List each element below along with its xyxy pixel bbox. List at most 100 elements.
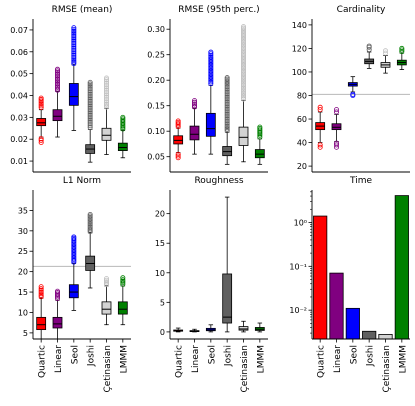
y-tick-label: 0.30 — [147, 25, 165, 34]
y-tick-label: 10⁰ — [294, 218, 307, 227]
outlier-point — [224, 115, 230, 121]
outlier-point — [224, 121, 230, 127]
box-çetinasian — [101, 75, 112, 155]
outlier-point — [104, 82, 110, 88]
outlier-point — [120, 117, 126, 123]
outlier-point — [55, 83, 61, 89]
box-linear — [52, 288, 63, 340]
outlier-point — [104, 91, 110, 97]
outlier-point — [87, 98, 93, 104]
box-linear — [189, 98, 200, 155]
outlier-point — [191, 103, 197, 109]
outlier-point — [366, 43, 372, 49]
outlier-point — [317, 104, 323, 110]
x-tick-label: Quartic — [175, 345, 185, 378]
outlier-point — [55, 71, 61, 77]
outlier-point — [87, 227, 93, 233]
outlier-point — [71, 235, 77, 241]
outlier-point — [224, 103, 230, 109]
iqr-box — [254, 149, 265, 159]
y-tick-label: 20 — [18, 268, 28, 277]
outlier-point — [224, 123, 230, 129]
outlier-point — [104, 93, 110, 99]
outlier-point — [87, 103, 93, 109]
outlier-point — [71, 38, 77, 44]
x-tick-label: Seol — [349, 345, 359, 364]
subplot-title: Roughness — [194, 176, 243, 186]
y-tick-label: 0.10 — [147, 127, 165, 136]
outlier-point — [71, 44, 77, 50]
x-tick-label: Linear — [191, 345, 201, 373]
box-joshi — [364, 43, 375, 69]
y-tick-label: 0.25 — [147, 51, 165, 60]
outlier-point — [224, 125, 230, 131]
outlier-point — [71, 51, 77, 57]
outlier-point — [224, 94, 230, 100]
box-lmmm — [254, 322, 265, 333]
outlier-point — [87, 83, 93, 89]
outlier-point — [240, 80, 246, 86]
outlier-point — [71, 60, 77, 66]
box-joshi — [85, 211, 96, 289]
outlier-point — [87, 95, 93, 101]
y-tick-label: 0.07 — [10, 26, 28, 35]
outlier-point — [38, 136, 44, 142]
outlier-point — [87, 117, 93, 123]
outlier-point — [55, 70, 61, 76]
y-tick-label: 0.02 — [10, 135, 28, 144]
outlier-point — [71, 49, 77, 55]
iqr-box — [52, 316, 63, 329]
outlier-point — [104, 75, 110, 81]
outlier-point — [240, 91, 246, 97]
box-quartic — [173, 118, 184, 161]
outlier-point — [55, 79, 61, 85]
outlier-point — [87, 112, 93, 118]
outlier-point — [104, 87, 110, 93]
x-tick-label: Joshi — [87, 345, 97, 367]
y-tick-label: 100 — [292, 68, 307, 77]
outlier-point — [104, 101, 110, 107]
y-tick-label: 35 — [18, 206, 28, 215]
y-tick-label: 30 — [18, 227, 28, 236]
outlier-point — [104, 103, 110, 109]
outlier-point — [87, 211, 93, 217]
outlier-point — [399, 49, 405, 55]
outlier-point — [71, 52, 77, 58]
outlier-point — [104, 79, 110, 85]
outlier-point — [399, 47, 405, 53]
y-tick-label: 20 — [297, 162, 307, 171]
outlier-point — [71, 37, 77, 43]
outlier-point — [87, 88, 93, 94]
outlier-point — [87, 110, 93, 116]
y-tick-label: 0.05 — [147, 153, 165, 162]
outlier-point — [71, 56, 77, 62]
bar-seol — [345, 307, 360, 340]
outlier-point — [104, 279, 110, 285]
outlier-point — [208, 49, 214, 55]
outlier-point — [87, 125, 93, 131]
outlier-point — [224, 78, 230, 84]
outlier-point — [224, 89, 230, 95]
x-tick-label: Linear — [54, 345, 64, 373]
outlier-point — [87, 93, 93, 99]
box-quartic — [315, 104, 326, 150]
outlier-point — [175, 121, 181, 127]
outlier-point — [87, 116, 93, 122]
y-tick-label: 10 — [155, 269, 165, 278]
x-tick-label: Joshi — [366, 345, 376, 367]
outlier-point — [87, 96, 93, 102]
outlier-point — [240, 85, 246, 91]
outlier-point — [55, 68, 61, 74]
outlier-point — [224, 76, 230, 82]
outlier-point — [240, 24, 246, 30]
outlier-point — [224, 87, 230, 93]
outlier-point — [104, 86, 110, 92]
outlier-point — [38, 291, 44, 297]
outlier-point — [87, 89, 93, 95]
box-quartic — [173, 327, 184, 333]
outlier-point — [120, 280, 126, 286]
outlier-point — [55, 73, 61, 79]
outlier-point — [71, 42, 77, 48]
outlier-point — [87, 219, 93, 225]
x-tick-label: Çetinasian — [382, 345, 392, 392]
